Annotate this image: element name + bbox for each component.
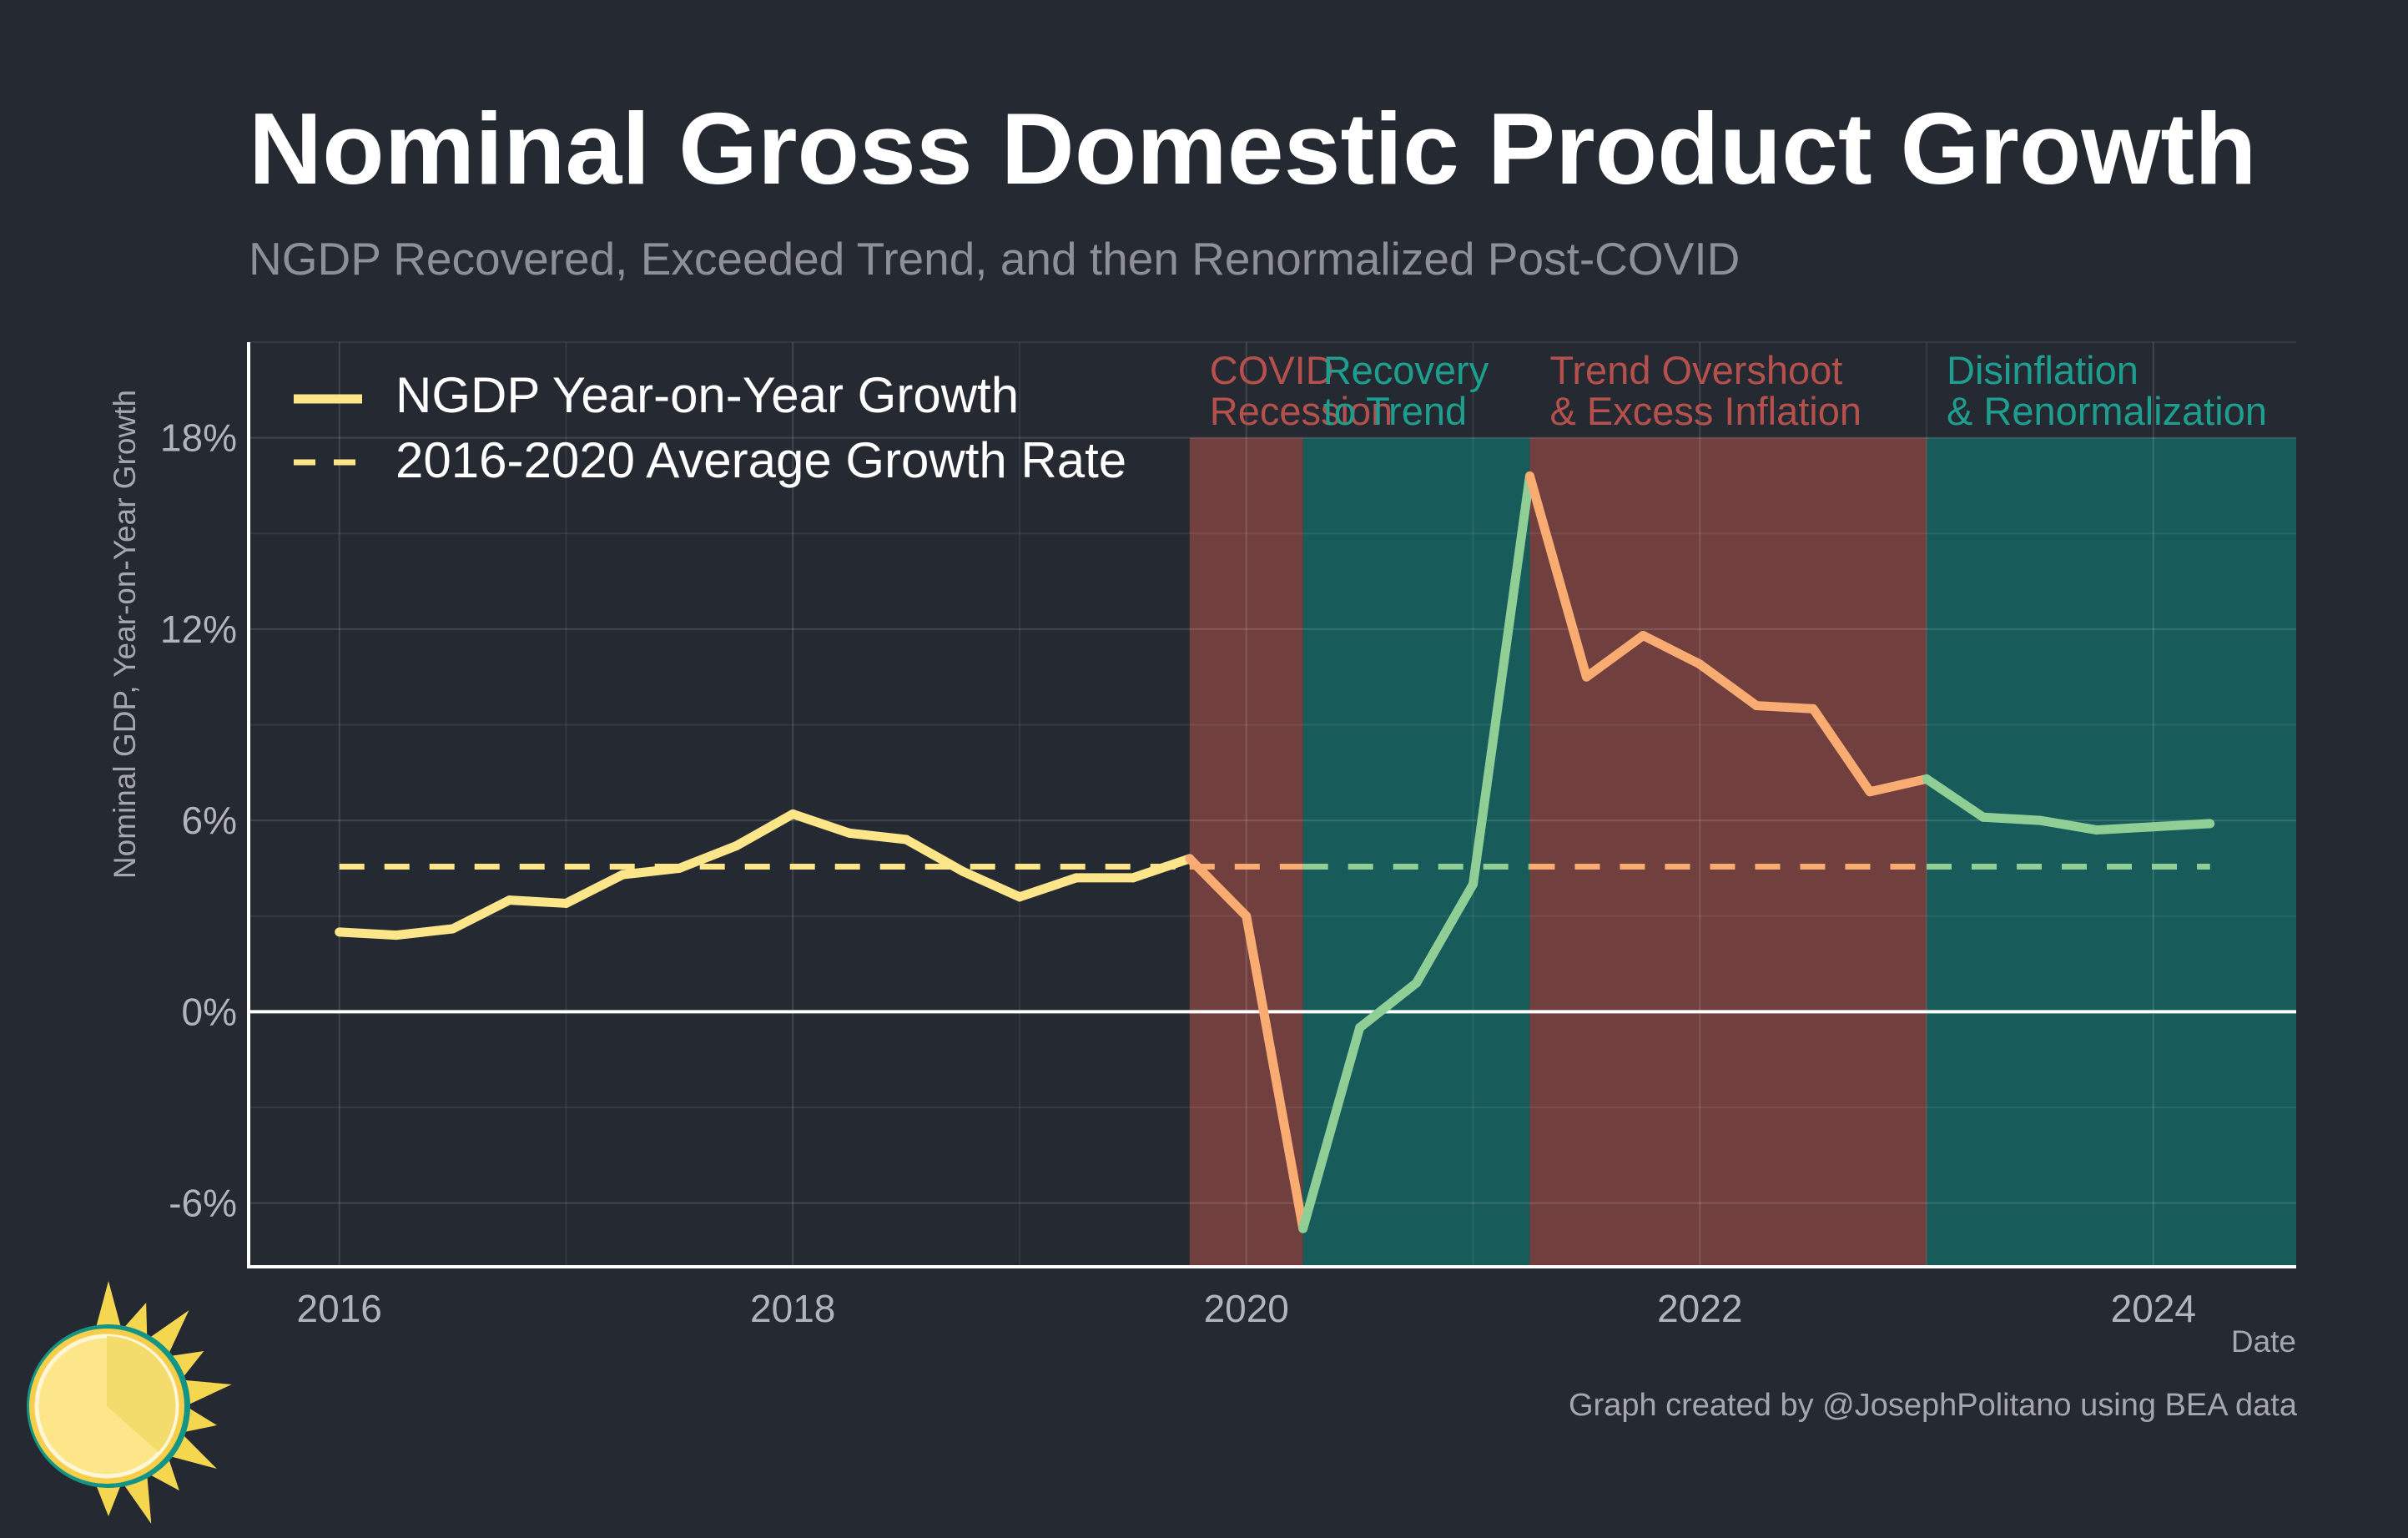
ngdp-growth-segment [731,809,798,851]
sun-logo-icon [27,1281,232,1524]
ngdp-growth-segment [958,866,1025,902]
ngdp-growth-segment [1695,659,1761,711]
x-axis-label: Date [2231,1324,2296,1359]
y-tick-label: 12% [160,608,237,651]
ngdp-growth-segment [1922,774,1988,822]
sun-ray-icon [95,1484,122,1516]
ngdp-growth-segment [1751,701,1818,714]
ngdp-growth-segment [674,841,741,873]
legend-label-average: 2016-2020 Average Growth Rate [395,432,1126,488]
ngdp-growth-segment [561,870,627,908]
period-band-3 [1927,437,2296,1267]
ngdp-growth-segment [1978,812,2045,825]
ngdp-growth-segment [1355,978,1422,1032]
sun-ray-icon [183,1407,217,1433]
ngdp-growth-segment [1581,631,1648,682]
sun-ray-icon [95,1281,122,1329]
x-tick-label: 2018 [750,1287,835,1330]
ngdp-growth-segment [448,895,515,934]
ngdp-growth-segment [1185,854,1252,921]
x-tick-label: 2022 [1657,1287,1742,1330]
ngdp-growth-segment [2092,822,2159,835]
sun-ray-icon [169,1351,204,1379]
ngdp-growth-segment [901,835,968,876]
ngdp-growth-segment [1015,873,1081,902]
sun-ray-icon [123,1475,152,1524]
ngdp-growth-segment [788,809,854,838]
y-tick-label: 18% [160,416,237,460]
ngdp-growth-segment [1242,911,1308,1233]
ngdp-growth-segment [617,863,684,880]
period-label-line1: Disinflation [1947,348,2138,392]
sun-ray-icon [149,1458,179,1491]
x-tick-label: 2024 [2111,1287,2196,1330]
x-tick-label: 2016 [297,1287,382,1330]
ngdp-growth-segment [1638,631,1705,669]
sun-ray-icon [183,1379,232,1405]
period-label-line1: COVID [1210,348,1334,392]
ngdp-growth-segment [844,828,911,845]
ngdp-growth-segment [335,927,401,940]
source-credit: Graph created by @JosephPolitano using B… [1568,1388,2297,1423]
period-label-line2: Recession [1210,389,1393,433]
ngdp-growth-segment [1468,471,1534,890]
y-tick-label: 0% [182,990,237,1033]
period-label-line2: to Trend [1323,389,1467,433]
ngdp-growth-segment [1128,854,1195,883]
chart-subtitle: NGDP Recovered, Exceeded Trend, and then… [249,233,1741,285]
ngdp-growth-segment [1865,774,1932,797]
x-tick-label: 2020 [1204,1287,1289,1330]
period-label-line1: Trend Overshoot [1549,348,1842,392]
period-label-line2: & Excess Inflation [1549,389,1861,433]
period-band-2 [1529,437,1927,1267]
y-tick-label: -6% [169,1182,237,1225]
y-tick-label: 6% [182,799,237,842]
ngdp-growth-segment [391,924,458,940]
ngdp-growth-segment [1808,703,1875,797]
ngdp-growth-segment [1524,471,1591,682]
ngdp-growth-segment [1298,1022,1365,1233]
period-band-1 [1302,437,1530,1267]
period-label-line2: & Renormalization [1947,389,2267,433]
legend-label-ngdp: NGDP Year-on-Year Growth [395,367,1019,423]
ngdp-growth-segment [2035,815,2102,835]
ngdp-growth-segment [2149,819,2215,832]
period-label-line1: Recovery [1323,348,1489,392]
ngdp-growth-segment [1412,880,1479,988]
y-axis-label: Nominal GDP, Year-on-Year Growth [108,390,142,879]
ngdp-growth-segment [505,895,571,908]
chart-title: Nominal Gross Domestic Product Growth [249,92,2257,205]
sun-ray-icon [169,1434,217,1469]
